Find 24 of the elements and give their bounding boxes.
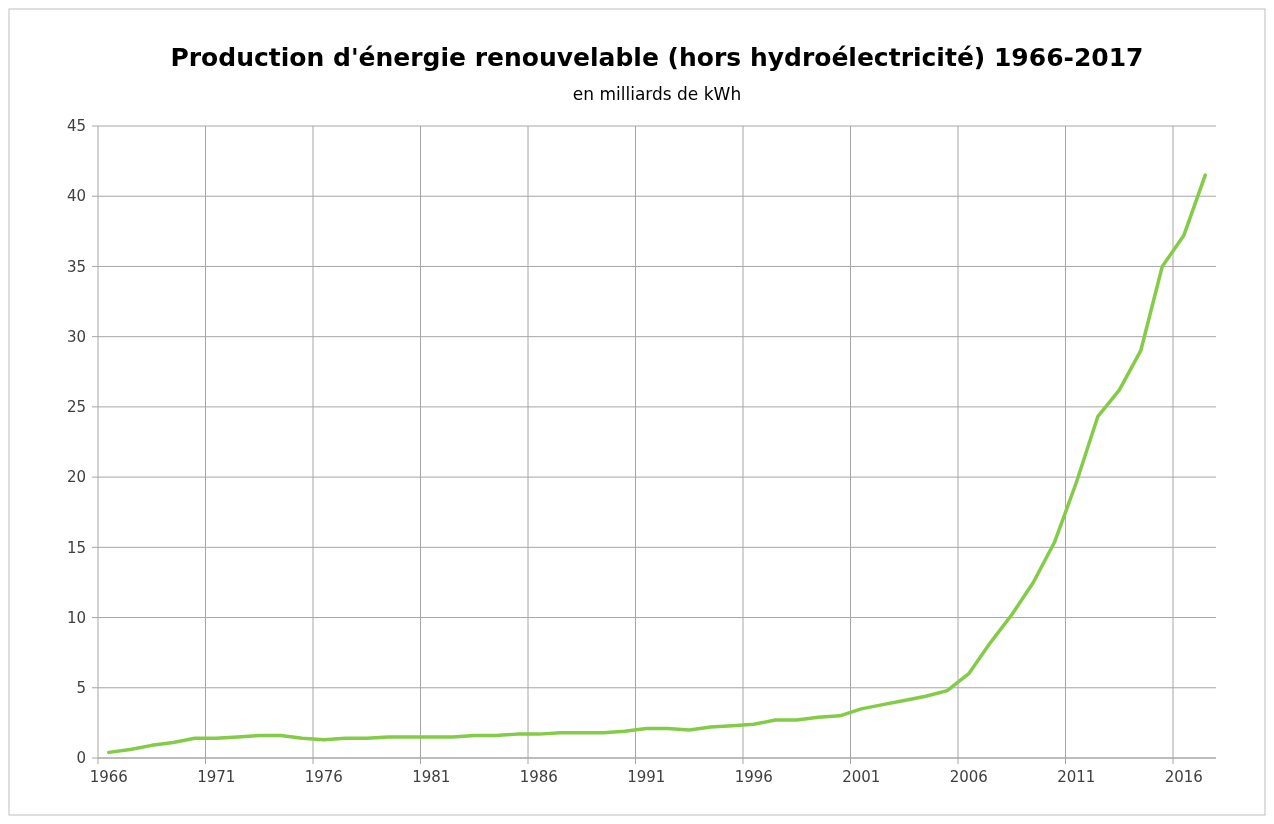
x-tick-label: 1991 — [627, 768, 666, 786]
x-tick-label: 2011 — [1057, 768, 1096, 786]
x-tick-label: 1971 — [197, 768, 236, 786]
x-tick-label: 1966 — [89, 768, 128, 786]
x-tick-label: 2006 — [949, 768, 988, 786]
x-tick-label: 1976 — [304, 768, 343, 786]
x-tick-label: 2016 — [1164, 768, 1203, 786]
y-tick-label: 35 — [66, 257, 86, 276]
y-tick-label: 10 — [66, 608, 86, 627]
chart-subtitle: en milliards de kWh — [572, 84, 742, 104]
y-tick-label: 45 — [66, 117, 86, 136]
y-tick-label: 25 — [66, 398, 86, 417]
x-tick-label: 2001 — [842, 768, 881, 786]
y-tick-label: 40 — [66, 187, 86, 206]
y-tick-label: 0 — [76, 749, 86, 768]
line-series — [107, 173, 1207, 755]
y-tick-label: 20 — [66, 468, 86, 487]
x-tick-label: 1996 — [734, 768, 773, 786]
chart-title: Production d'énergie renouvelable (hors hydroélectricité) 1966-2017 — [170, 43, 1144, 72]
x-tick-label: 1981 — [412, 768, 451, 786]
y-tick-label: 5 — [76, 679, 86, 698]
x-tick-label: 1986 — [519, 768, 558, 786]
y-tick-label: 30 — [66, 327, 86, 346]
y-tick-label: 15 — [66, 538, 86, 557]
